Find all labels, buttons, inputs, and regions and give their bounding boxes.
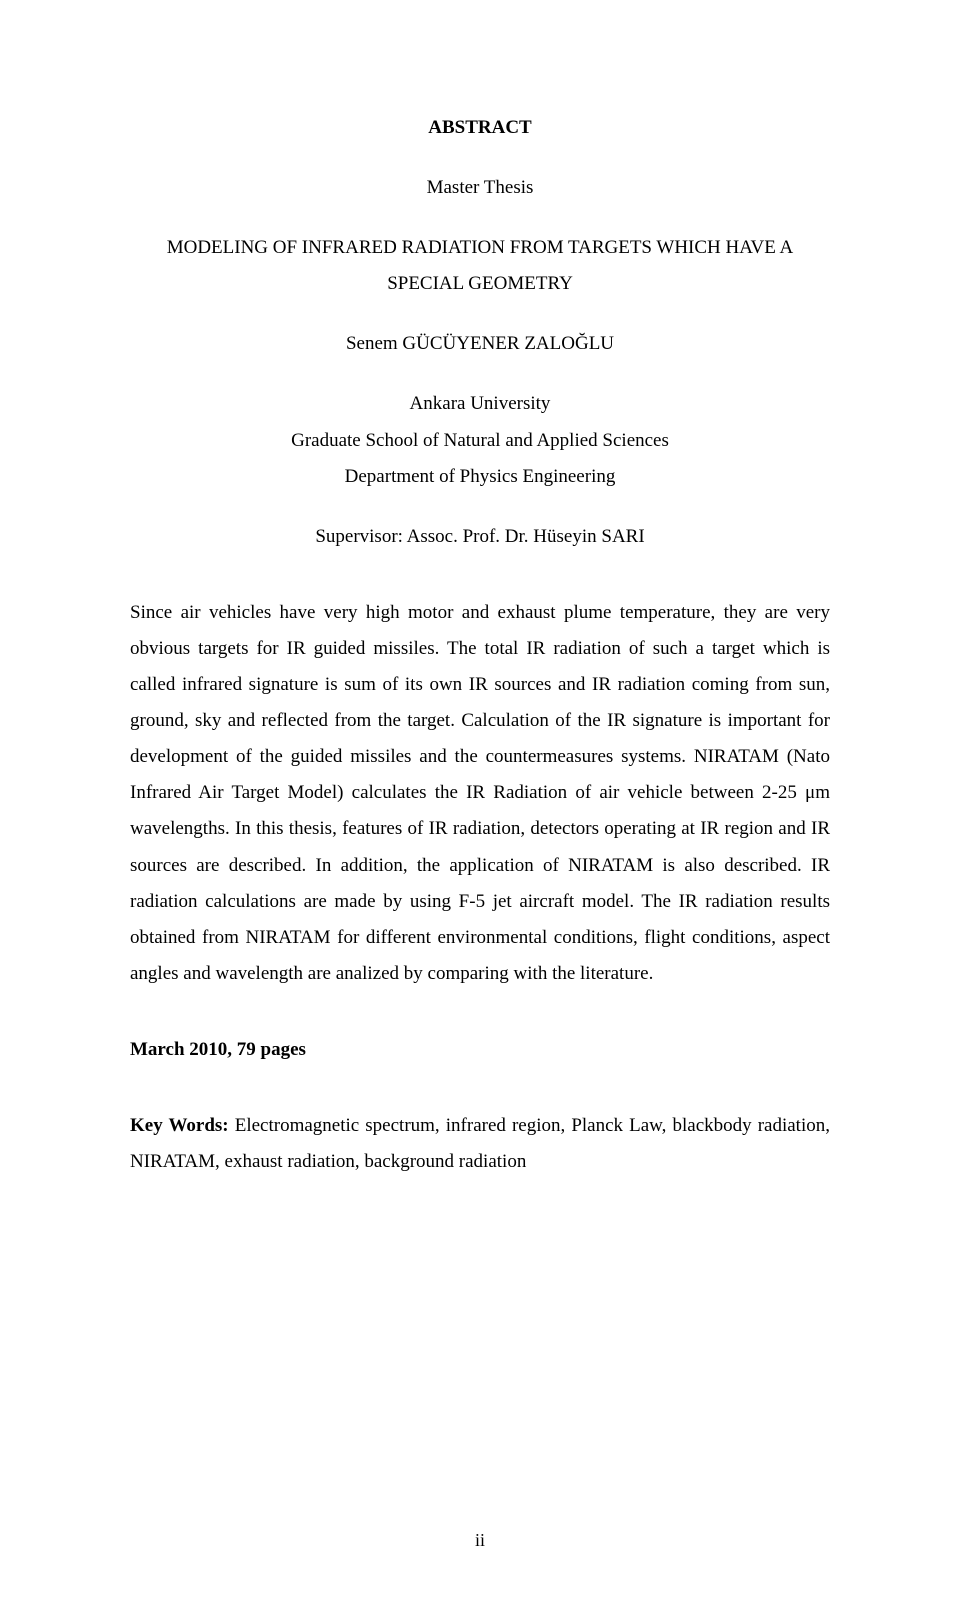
- abstract-header: ABSTRACT: [130, 110, 830, 146]
- affiliation-line-1: Ankara University: [130, 386, 830, 422]
- title-line-2: SPECIAL GEOMETRY: [130, 266, 830, 302]
- keywords-text: Electromagnetic spectrum, infrared regio…: [130, 1115, 830, 1172]
- affiliation-line-3: Department of Physics Engineering: [130, 459, 830, 495]
- date-pages: March 2010, 79 pages: [130, 1032, 830, 1068]
- thesis-type: Master Thesis: [130, 170, 830, 206]
- page-number: ii: [475, 1523, 485, 1557]
- abstract-body: Since air vehicles have very high motor …: [130, 595, 830, 992]
- affiliation-line-2: Graduate School of Natural and Applied S…: [130, 423, 830, 459]
- supervisor: Supervisor: Assoc. Prof. Dr. Hüseyin SAR…: [130, 519, 830, 555]
- keywords: Key Words: Electromagnetic spectrum, inf…: [130, 1108, 830, 1180]
- affiliation: Ankara University Graduate School of Nat…: [130, 386, 830, 494]
- title-line-1: MODELING OF INFRARED RADIATION FROM TARG…: [130, 230, 830, 266]
- thesis-title: MODELING OF INFRARED RADIATION FROM TARG…: [130, 230, 830, 302]
- author-name: Senem GÜCÜYENER ZALOĞLU: [130, 326, 830, 362]
- keywords-label: Key Words:: [130, 1115, 229, 1136]
